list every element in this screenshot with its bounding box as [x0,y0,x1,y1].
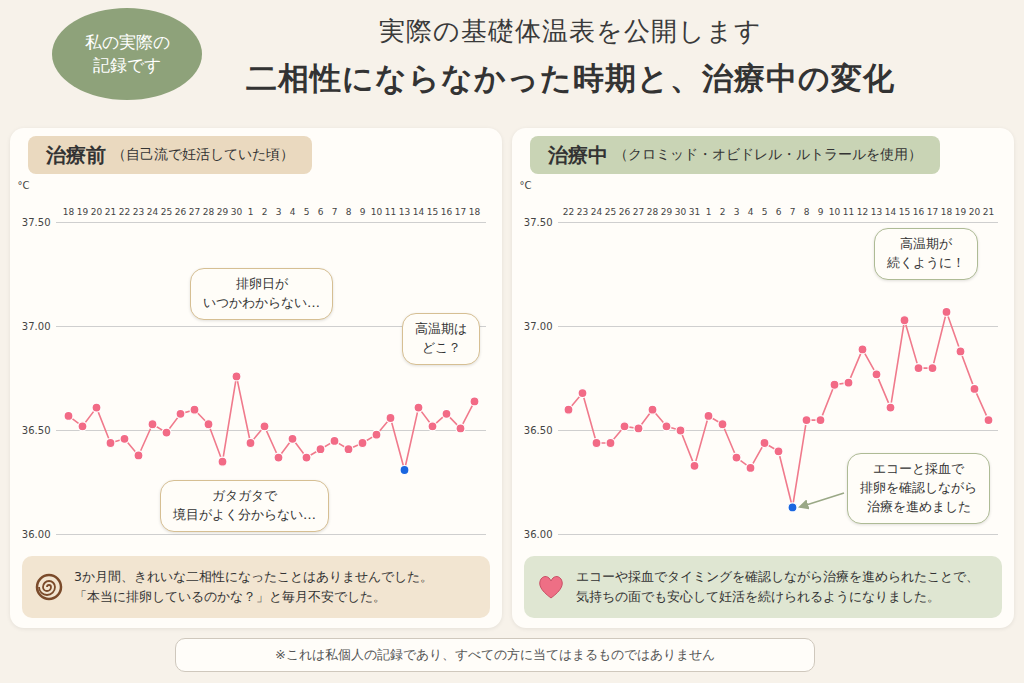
svg-text:5: 5 [304,207,310,217]
svg-text:13: 13 [399,207,410,217]
svg-text:4: 4 [290,207,296,217]
svg-text:19: 19 [77,207,89,217]
html-text:エコーや採血でタイミングを確認しながら治療を進められたことで: エコーや採血でタイミングを確認しながら治療を進められたことで、 [576,569,979,584]
svg-text:8: 8 [804,207,810,217]
html-text:エコーと採血で 排卵を確認しながら 治療を進めました: エコーと採血で 排卵を確認しながら 治療を進めました [860,461,977,514]
svg-text:24: 24 [147,207,159,217]
svg-text:25: 25 [605,207,616,217]
svg-text:3: 3 [734,207,740,217]
svg-text:36.00: 36.00 [22,529,51,540]
svg-text:2: 2 [720,207,726,217]
svg-text:3: 3 [276,207,282,217]
svg-text:30: 30 [231,207,243,217]
svg-text:16: 16 [913,207,925,217]
svg-text:9: 9 [818,207,824,217]
svg-text:6: 6 [776,207,782,217]
svg-text:37.00: 37.00 [524,321,553,332]
svg-text:25: 25 [161,207,172,217]
svg-text:11: 11 [843,207,854,217]
svg-text:29: 29 [661,207,673,217]
svg-text:27: 27 [189,207,200,217]
svg-text:15: 15 [899,207,910,217]
svg-text:19: 19 [955,207,967,217]
html-text:私の実際の記録です: 私の実際の記録です [84,32,170,75]
svg-text:1: 1 [706,207,712,217]
svg-text:15: 15 [427,207,438,217]
html-text:ガタガタで 境目がよく分からない…: ガタガタで 境目がよく分からない… [173,488,316,522]
svg-text:37.50: 37.50 [524,217,553,228]
svg-text:30: 30 [675,207,687,217]
svg-text:8: 8 [346,207,352,217]
svg-text:21: 21 [105,207,116,217]
svg-text:13: 13 [871,207,882,217]
svg-text:10: 10 [829,207,841,217]
html-text:治療中 （クロミッド・オビドレル・ルトラールを使用）: 治療中 （クロミッド・オビドレル・ルトラールを使用） [548,142,922,167]
html-text:二相性にならなかった時期と、治療中の変化: 二相性にならなかった時期と、治療中の変化 [245,60,895,96]
html-text:高温期は どこ？: 高温期は どこ？ [415,321,467,355]
svg-text:16: 16 [441,207,453,217]
svg-text:22: 22 [563,207,574,217]
svg-text:2: 2 [262,207,268,217]
svg-text:36.50: 36.50 [524,425,553,436]
svg-text:7: 7 [790,207,796,217]
svg-text:23: 23 [577,207,588,217]
svg-text:28: 28 [647,207,659,217]
svg-text:9: 9 [360,207,366,217]
svg-text:17: 17 [927,207,938,217]
svg-text:26: 26 [175,207,187,217]
svg-text:5: 5 [762,207,768,217]
svg-text:37.00: 37.00 [22,321,51,332]
svg-text:27: 27 [633,207,644,217]
svg-text:17: 17 [455,207,466,217]
svg-text:°C: °C [18,180,30,191]
svg-text:4: 4 [748,207,754,217]
html-text:気持ちの面でも安心して妊活を続けられるようになりました。: 気持ちの面でも安心して妊活を続けられるようになりました。 [576,589,940,604]
html-text:実際の基礎体温表を公開します: 実際の基礎体温表を公開します [378,16,762,46]
svg-text:22: 22 [119,207,130,217]
svg-text:20: 20 [91,207,103,217]
svg-text:18: 18 [941,207,953,217]
svg-text:24: 24 [591,207,603,217]
svg-text:18: 18 [469,207,481,217]
svg-text:36.50: 36.50 [22,425,51,436]
svg-text:11: 11 [385,207,396,217]
svg-text:18: 18 [63,207,75,217]
svg-text:7: 7 [332,207,338,217]
html-text:治療前 （自己流で妊活していた頃）: 治療前 （自己流で妊活していた頃） [46,142,294,167]
html-text:高温期が 続くように！: 高温期が 続くように！ [887,236,965,270]
svg-text:12: 12 [857,207,868,217]
svg-text:31: 31 [689,207,700,217]
svg-text:29: 29 [217,207,229,217]
html-text:「本当に排卵しているのかな？」と毎月不安でした。: 「本当に排卵しているのかな？」と毎月不安でした。 [74,589,386,604]
svg-text:28: 28 [203,207,215,217]
svg-text:10: 10 [371,207,383,217]
svg-text:1: 1 [248,207,254,217]
svg-text:14: 14 [885,207,897,217]
svg-text:37.50: 37.50 [22,217,51,228]
html-text:3か月間、きれいな二相性になったことはありませんでした。: 3か月間、きれいな二相性になったことはありませんでした。 [74,569,433,584]
html-text:排卵日が いつかわからない…: 排卵日が いつかわからない… [203,276,320,310]
svg-text:21: 21 [983,207,994,217]
svg-text:23: 23 [133,207,144,217]
svg-text:20: 20 [969,207,981,217]
svg-text:6: 6 [318,207,324,217]
svg-text:26: 26 [619,207,631,217]
html-text:※これは私個人の記録であり、すべての方に当てはまるものではあ: ※これは私個人の記録であり、すべての方に当てはまるものではありません [275,647,715,662]
svg-text:°C: °C [520,180,532,191]
svg-text:14: 14 [413,207,425,217]
svg-text:36.00: 36.00 [524,529,553,540]
